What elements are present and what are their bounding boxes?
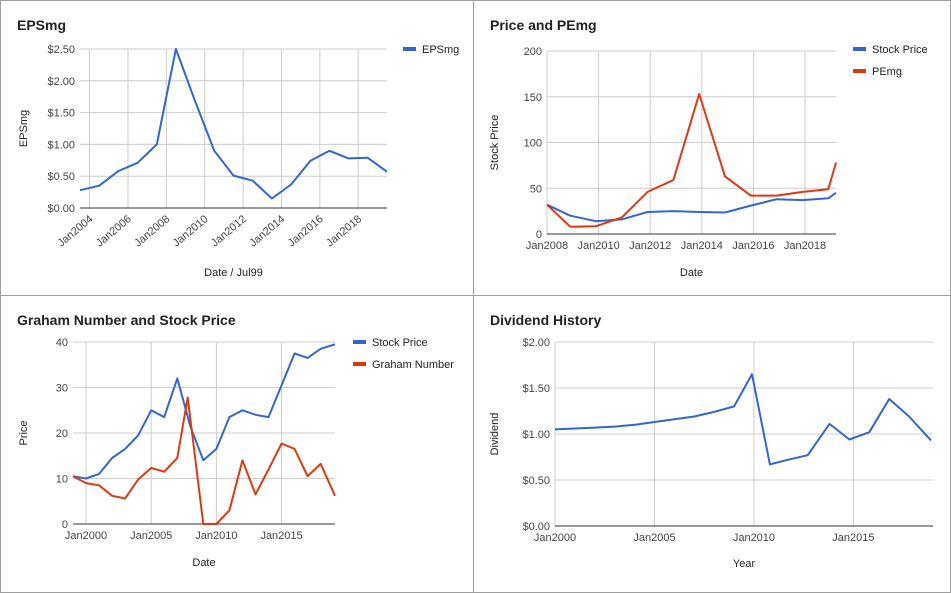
x-tick-label: Jan2016 bbox=[286, 213, 326, 249]
x-tick-label: Jan2016 bbox=[732, 240, 774, 252]
chart-title: Dividend History bbox=[490, 312, 601, 328]
y-tick-label: 0 bbox=[536, 229, 542, 241]
x-tick-label: Jan2004 bbox=[55, 213, 95, 249]
y-tick-label: $2.00 bbox=[522, 337, 550, 349]
x-axis-label: Date bbox=[192, 557, 215, 569]
y-tick-label: 50 bbox=[530, 183, 542, 195]
y-tick-label: 40 bbox=[56, 337, 68, 349]
x-axis-label: Year bbox=[733, 558, 756, 570]
x-axis-label: Date bbox=[680, 267, 703, 279]
legend-swatch bbox=[353, 340, 366, 344]
y-tick-label: $0.00 bbox=[47, 203, 75, 215]
y-tick-label: $0.50 bbox=[522, 475, 550, 487]
chart-title: EPSmg bbox=[17, 17, 66, 33]
series-line-epsmg bbox=[79, 48, 388, 200]
y-tick-label: 20 bbox=[56, 428, 68, 440]
y-tick-label: $2.00 bbox=[47, 76, 75, 88]
y-axis-label: EPSmg bbox=[18, 110, 30, 147]
chart-panel-price-pemg: Price and PEmg 0 50 100 150 200 Jan2008 Jan2010… bbox=[473, 0, 951, 297]
x-tick-label: Jan2012 bbox=[629, 240, 671, 252]
x-tick-label: Jan2014 bbox=[247, 213, 287, 249]
series-line-stock-price bbox=[546, 191, 837, 223]
chart-epsmg: EPSmg $0.00 $0.50 $1.00 $1.50 $2.00 $2.50 Jan20… bbox=[17, 17, 459, 279]
y-tick-label: 100 bbox=[524, 138, 542, 150]
legend-label: Graham Number bbox=[372, 359, 454, 371]
x-tick-label: Jan2005 bbox=[130, 530, 172, 542]
y-tick-label: $1.00 bbox=[522, 429, 550, 441]
y-tick-label: 0 bbox=[62, 519, 68, 531]
x-tick-label: Jan2018 bbox=[784, 240, 826, 252]
legend-label: Stock Price bbox=[372, 337, 428, 349]
series-line-pemg bbox=[546, 93, 837, 228]
x-tick-label: Jan2015 bbox=[832, 532, 874, 544]
y-axis-label: Price bbox=[18, 420, 30, 445]
x-tick-label: Jan2010 bbox=[195, 530, 237, 542]
x-tick-label: Jan2010 bbox=[171, 213, 211, 249]
y-tick-label: $2.50 bbox=[47, 44, 75, 56]
chart-title: Price and PEmg bbox=[490, 17, 597, 33]
legend-label: EPSmg bbox=[422, 44, 459, 56]
y-tick-label: 200 bbox=[524, 46, 542, 58]
chart-panel-graham: Graham Number and Stock Price 0 10 20 30 40 Ja… bbox=[0, 295, 475, 593]
chart-panel-dividend: Dividend History $0.00 $0.50 $1.00 $1.50 $2.0… bbox=[473, 295, 951, 593]
y-tick-label: 30 bbox=[56, 383, 68, 395]
legend-swatch bbox=[853, 69, 866, 73]
y-tick-label: $1.50 bbox=[47, 108, 75, 120]
x-axis-label: Date / Jul99 bbox=[204, 267, 263, 279]
y-tick-label: 10 bbox=[56, 474, 68, 486]
chart-dividend: Dividend History $0.00 $0.50 $1.00 $1.50 $2.0… bbox=[489, 312, 933, 570]
x-tick-label: Jan2010 bbox=[733, 532, 775, 544]
chart-graham: Graham Number and Stock Price 0 10 20 30 40 Ja… bbox=[17, 312, 454, 569]
x-tick-label: Jan2014 bbox=[681, 240, 723, 252]
y-tick-label: $0.00 bbox=[522, 521, 550, 533]
x-tick-label: Jan2005 bbox=[633, 532, 675, 544]
x-tick-label: Jan2018 bbox=[324, 213, 364, 249]
y-tick-label: $1.00 bbox=[47, 139, 75, 151]
legend-swatch bbox=[403, 47, 416, 51]
y-tick-label: $1.50 bbox=[522, 383, 550, 395]
series-line-stock-price bbox=[72, 343, 336, 480]
x-tick-label: Jan2008 bbox=[526, 240, 568, 252]
chart-title: Graham Number and Stock Price bbox=[17, 312, 236, 328]
y-tick-label: 150 bbox=[524, 92, 542, 104]
x-tick-label: Jan2000 bbox=[534, 532, 576, 544]
chart-panel-epsmg: EPSmg $0.00 $0.50 $1.00 $1.50 $2.00 $2.50 Jan20… bbox=[0, 0, 475, 297]
y-axis-label: Stock Price bbox=[489, 115, 501, 171]
legend-swatch bbox=[853, 47, 866, 51]
x-tick-label: Jan2015 bbox=[260, 530, 302, 542]
x-tick-label: Jan2008 bbox=[132, 213, 172, 249]
y-tick-label: $0.50 bbox=[47, 171, 75, 183]
series-line-dividend bbox=[554, 373, 932, 466]
x-tick-label: Jan2000 bbox=[65, 530, 107, 542]
x-tick-label: Jan2006 bbox=[94, 213, 134, 249]
x-tick-label: Jan2010 bbox=[577, 240, 619, 252]
legend-label: Stock Price bbox=[872, 44, 928, 56]
series-line-graham-number bbox=[72, 396, 336, 525]
x-tick-label: Jan2012 bbox=[209, 213, 249, 249]
legend-label: PEmg bbox=[872, 66, 902, 78]
chart-price-pemg: Price and PEmg 0 50 100 150 200 Jan2008 Jan2010… bbox=[489, 17, 928, 279]
y-axis-label: Dividend bbox=[489, 413, 501, 456]
legend-swatch bbox=[353, 362, 366, 366]
